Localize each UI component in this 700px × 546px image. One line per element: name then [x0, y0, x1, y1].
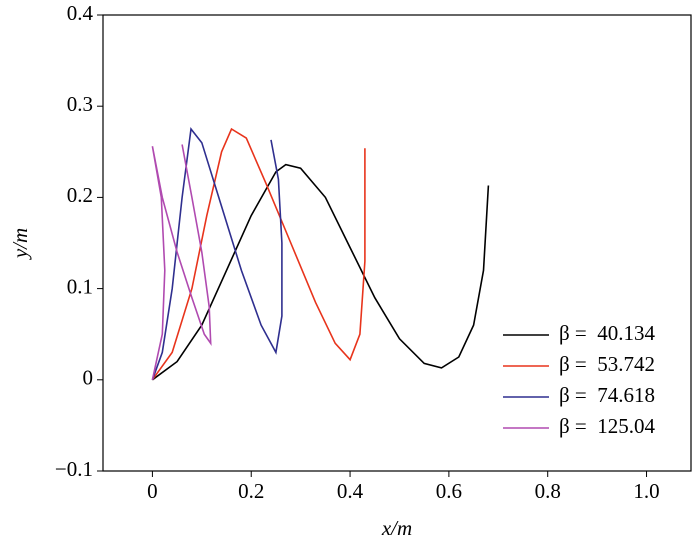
- legend-label: β = 125.04: [559, 414, 656, 438]
- x-tick-label: 0.2: [238, 479, 264, 503]
- y-tick-label: 0: [83, 366, 94, 390]
- legend-label: β = 40.134: [559, 321, 656, 345]
- series-line: [151, 127, 283, 381]
- x-tick-label: 0.6: [436, 479, 462, 503]
- x-tick-label: 1.0: [633, 479, 659, 503]
- legend-label: β = 53.742: [559, 352, 655, 376]
- y-axis-label: y/m: [8, 228, 32, 260]
- y-tick-label: 0.4: [67, 1, 94, 25]
- y-tick-label: 0.2: [67, 183, 93, 207]
- legend-label: β = 74.618: [559, 383, 655, 407]
- y-tick-label: 0.3: [67, 92, 93, 116]
- x-tick-label: 0.8: [535, 479, 561, 503]
- y-tick-label: 0.1: [67, 274, 93, 298]
- series-line: [151, 144, 212, 380]
- x-axis-label: x/m: [381, 516, 412, 540]
- plot-frame: [102, 14, 692, 472]
- y-tick-label: −0.1: [55, 457, 93, 481]
- x-tick-label: 0.4: [337, 479, 364, 503]
- series-line: [151, 127, 366, 381]
- x-tick-label: 0: [147, 479, 158, 503]
- series-line: [151, 163, 490, 381]
